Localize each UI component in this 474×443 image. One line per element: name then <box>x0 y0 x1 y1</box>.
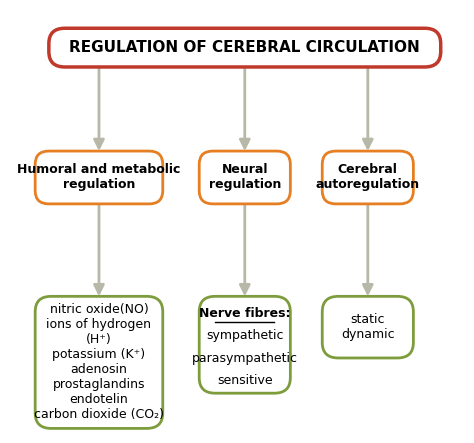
Text: sensitive: sensitive <box>217 374 273 387</box>
Text: Nerve fibres:: Nerve fibres: <box>199 307 291 320</box>
Text: parasympathetic: parasympathetic <box>192 352 298 365</box>
FancyBboxPatch shape <box>35 296 163 428</box>
FancyBboxPatch shape <box>199 296 291 393</box>
Text: Humoral and metabolic
regulation: Humoral and metabolic regulation <box>17 163 181 191</box>
Text: nitric oxide(NO)
ions of hydrogen
(H⁺)
potassium (K⁺)
adenosin
prostaglandins
en: nitric oxide(NO) ions of hydrogen (H⁺) p… <box>34 303 164 421</box>
Text: sympathetic: sympathetic <box>206 329 283 342</box>
FancyBboxPatch shape <box>49 28 441 67</box>
FancyBboxPatch shape <box>199 151 291 204</box>
Text: static
dynamic: static dynamic <box>341 313 395 341</box>
Text: REGULATION OF CEREBRAL CIRCULATION: REGULATION OF CEREBRAL CIRCULATION <box>69 40 420 55</box>
FancyBboxPatch shape <box>35 151 163 204</box>
FancyBboxPatch shape <box>322 151 413 204</box>
FancyBboxPatch shape <box>322 296 413 358</box>
Text: Cerebral
autoregulation: Cerebral autoregulation <box>316 163 420 191</box>
Text: Neural
regulation: Neural regulation <box>209 163 281 191</box>
